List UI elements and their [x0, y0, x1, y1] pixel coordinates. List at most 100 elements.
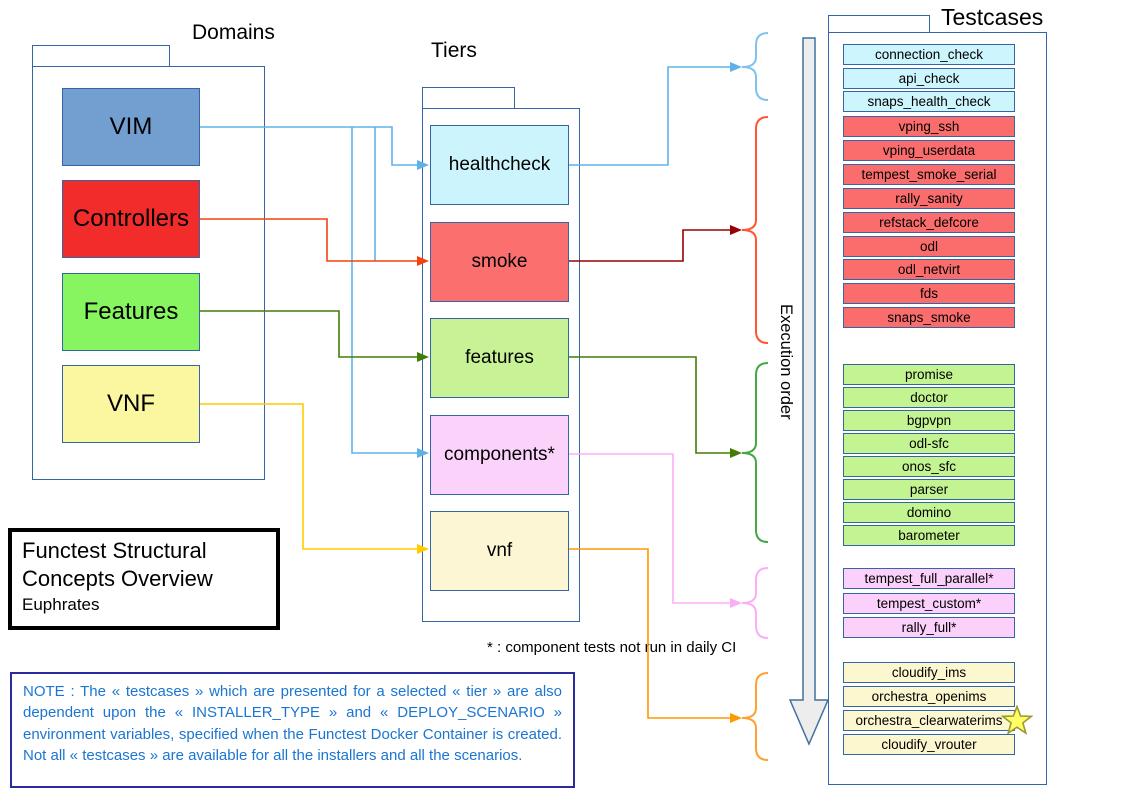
execution-order-arrow — [788, 37, 830, 746]
testcase-tempest-full-parallel-label: tempest_full_parallel* — [864, 571, 994, 586]
domain-box-vim: VIM — [62, 88, 200, 166]
brace-components-group — [741, 567, 769, 639]
testcase-snaps-smoke: snaps_smoke — [843, 307, 1015, 328]
arrowhead-components-group — [730, 598, 742, 608]
tiers-folder-tab — [422, 87, 515, 109]
testcase-doctor: doctor — [843, 387, 1015, 408]
domain-box-features: Features — [62, 273, 200, 351]
brace-healthcheck-group — [741, 32, 769, 101]
testcase-onos-sfc: onos_sfc — [843, 456, 1015, 477]
testcase-odl-netvirt: odl_netvirt — [843, 259, 1015, 280]
testcase-vping-userdata: vping_userdata — [843, 140, 1015, 161]
testcase-barometer: barometer — [843, 525, 1015, 546]
tier-box-components: components* — [430, 415, 569, 495]
testcase-tempest-custom-label: tempest_custom* — [876, 596, 982, 611]
brace-smoke-group — [741, 116, 769, 344]
domain-box-vnf-label: VNF — [107, 390, 155, 417]
testcase-odl: odl — [843, 236, 1015, 257]
testcase-refstack-defcore-label: refstack_defcore — [879, 215, 979, 230]
testcases-folder-tab — [828, 15, 930, 33]
testcase-vping-userdata-label: vping_userdata — [882, 143, 976, 158]
star-icon — [1001, 705, 1033, 735]
testcase-fds-label: fds — [919, 286, 938, 301]
title-subtitle: Euphrates — [22, 594, 100, 614]
testcase-tempest-smoke-serial-label: tempest_smoke_serial — [861, 167, 997, 182]
testcase-refstack-defcore: refstack_defcore — [843, 212, 1015, 233]
domain-box-controllers-label: Controllers — [72, 205, 190, 232]
testcase-onos-sfc-label: onos_sfc — [901, 459, 957, 474]
testcase-tempest-full-parallel: tempest_full_parallel* — [843, 568, 1015, 589]
testcase-rally-sanity: rally_sanity — [843, 188, 1015, 209]
arrowhead-healthcheck-group — [730, 62, 742, 72]
connector-smoke-to-group — [569, 229, 730, 262]
tier-box-smoke-label: smoke — [471, 251, 528, 272]
testcase-snaps-smoke-label: snaps_smoke — [887, 310, 971, 325]
testcase-odl-label: odl — [919, 239, 938, 254]
testcase-api-check-label: api_check — [898, 71, 960, 86]
testcase-cloudify-ims-label: cloudify_ims — [891, 665, 967, 680]
tier-box-vnf: vnf — [430, 511, 569, 591]
title-line-1: Functest Structural — [22, 538, 207, 563]
execution-order-label: Execution order — [777, 304, 795, 420]
testcase-promise-label: promise — [904, 367, 953, 382]
testcase-connection-check-label: connection_check — [874, 47, 984, 62]
testcase-doctor-label: doctor — [910, 390, 948, 405]
connector-healthcheck-to-group — [569, 66, 730, 166]
tier-box-features: features — [430, 318, 569, 398]
testcase-rally-full: rally_full* — [843, 617, 1015, 638]
testcase-bgpvpn-label: bgpvpn — [906, 413, 952, 428]
brace-features-group — [741, 362, 769, 543]
testcase-promise: promise — [843, 364, 1015, 385]
testcase-rally-full-label: rally_full* — [901, 620, 957, 635]
testcase-odl-sfc-label: odl-sfc — [909, 436, 949, 451]
tier-box-features-label: features — [465, 347, 534, 368]
connector-vim-to-components — [351, 127, 417, 454]
tiers-title: Tiers — [431, 39, 477, 62]
title-line-2: Concepts Overview — [22, 565, 213, 591]
note-text: NOTE : The « testcases » which are prese… — [23, 683, 562, 764]
arrowhead-vnf-group — [730, 713, 742, 723]
arrowhead-smoke-group — [730, 225, 742, 235]
testcase-orchestra-openims: orchestra_openims — [843, 686, 1015, 707]
connector-components-to-group — [569, 453, 730, 604]
tier-box-healthcheck: healthcheck — [430, 125, 569, 205]
domain-box-vim-label: VIM — [109, 113, 153, 140]
note-box: NOTE : The « testcases » which are prese… — [10, 672, 575, 788]
tier-box-components-label: components* — [444, 444, 555, 465]
domain-box-vnf: VNF — [62, 365, 200, 443]
testcase-barometer-label: barometer — [898, 528, 960, 543]
connector-features-to-group — [569, 356, 730, 454]
testcase-domino: domino — [843, 502, 1015, 523]
testcase-tempest-smoke-serial: tempest_smoke_serial — [843, 164, 1015, 185]
tier-box-healthcheck-label: healthcheck — [448, 154, 551, 175]
testcase-vping-ssh-label: vping_ssh — [898, 119, 960, 134]
testcase-domino-label: domino — [906, 505, 952, 520]
testcase-orchestra-clearwaterims-label: orchestra_clearwaterims — [855, 713, 1003, 728]
domain-box-controllers: Controllers — [62, 180, 200, 258]
arrowhead-features-group — [730, 448, 742, 458]
testcase-cloudify-vrouter: cloudify_vrouter — [843, 734, 1015, 755]
testcase-orchestra-openims-label: orchestra_openims — [871, 689, 987, 704]
brace-vnf-group — [741, 672, 769, 761]
connector-vnf-to-group — [569, 548, 730, 719]
testcase-odl-sfc: odl-sfc — [843, 433, 1015, 454]
domain-box-features-label: Features — [83, 298, 179, 325]
tier-box-vnf-label: vnf — [486, 540, 513, 561]
testcase-parser: parser — [843, 479, 1015, 500]
testcase-orchestra-clearwaterims: orchestra_clearwaterims — [843, 705, 1033, 735]
testcase-tempest-custom: tempest_custom* — [843, 593, 1015, 614]
testcase-fds: fds — [843, 283, 1015, 304]
testcase-connection-check: connection_check — [843, 44, 1015, 65]
domains-panel — [32, 66, 265, 480]
testcases-title: Testcases — [941, 4, 1044, 30]
testcase-parser-label: parser — [909, 482, 949, 497]
testcase-cloudify-ims: cloudify_ims — [843, 662, 1015, 683]
testcase-cloudify-vrouter-label: cloudify_vrouter — [881, 737, 977, 752]
domains-title: Domains — [192, 21, 275, 44]
asterisk-note: * : component tests not run in daily CI — [487, 639, 737, 656]
testcase-snaps-health-check: snaps_health_check — [843, 91, 1015, 112]
tier-box-smoke: smoke — [430, 222, 569, 302]
domains-folder-tab — [32, 45, 170, 67]
testcase-api-check: api_check — [843, 68, 1015, 89]
